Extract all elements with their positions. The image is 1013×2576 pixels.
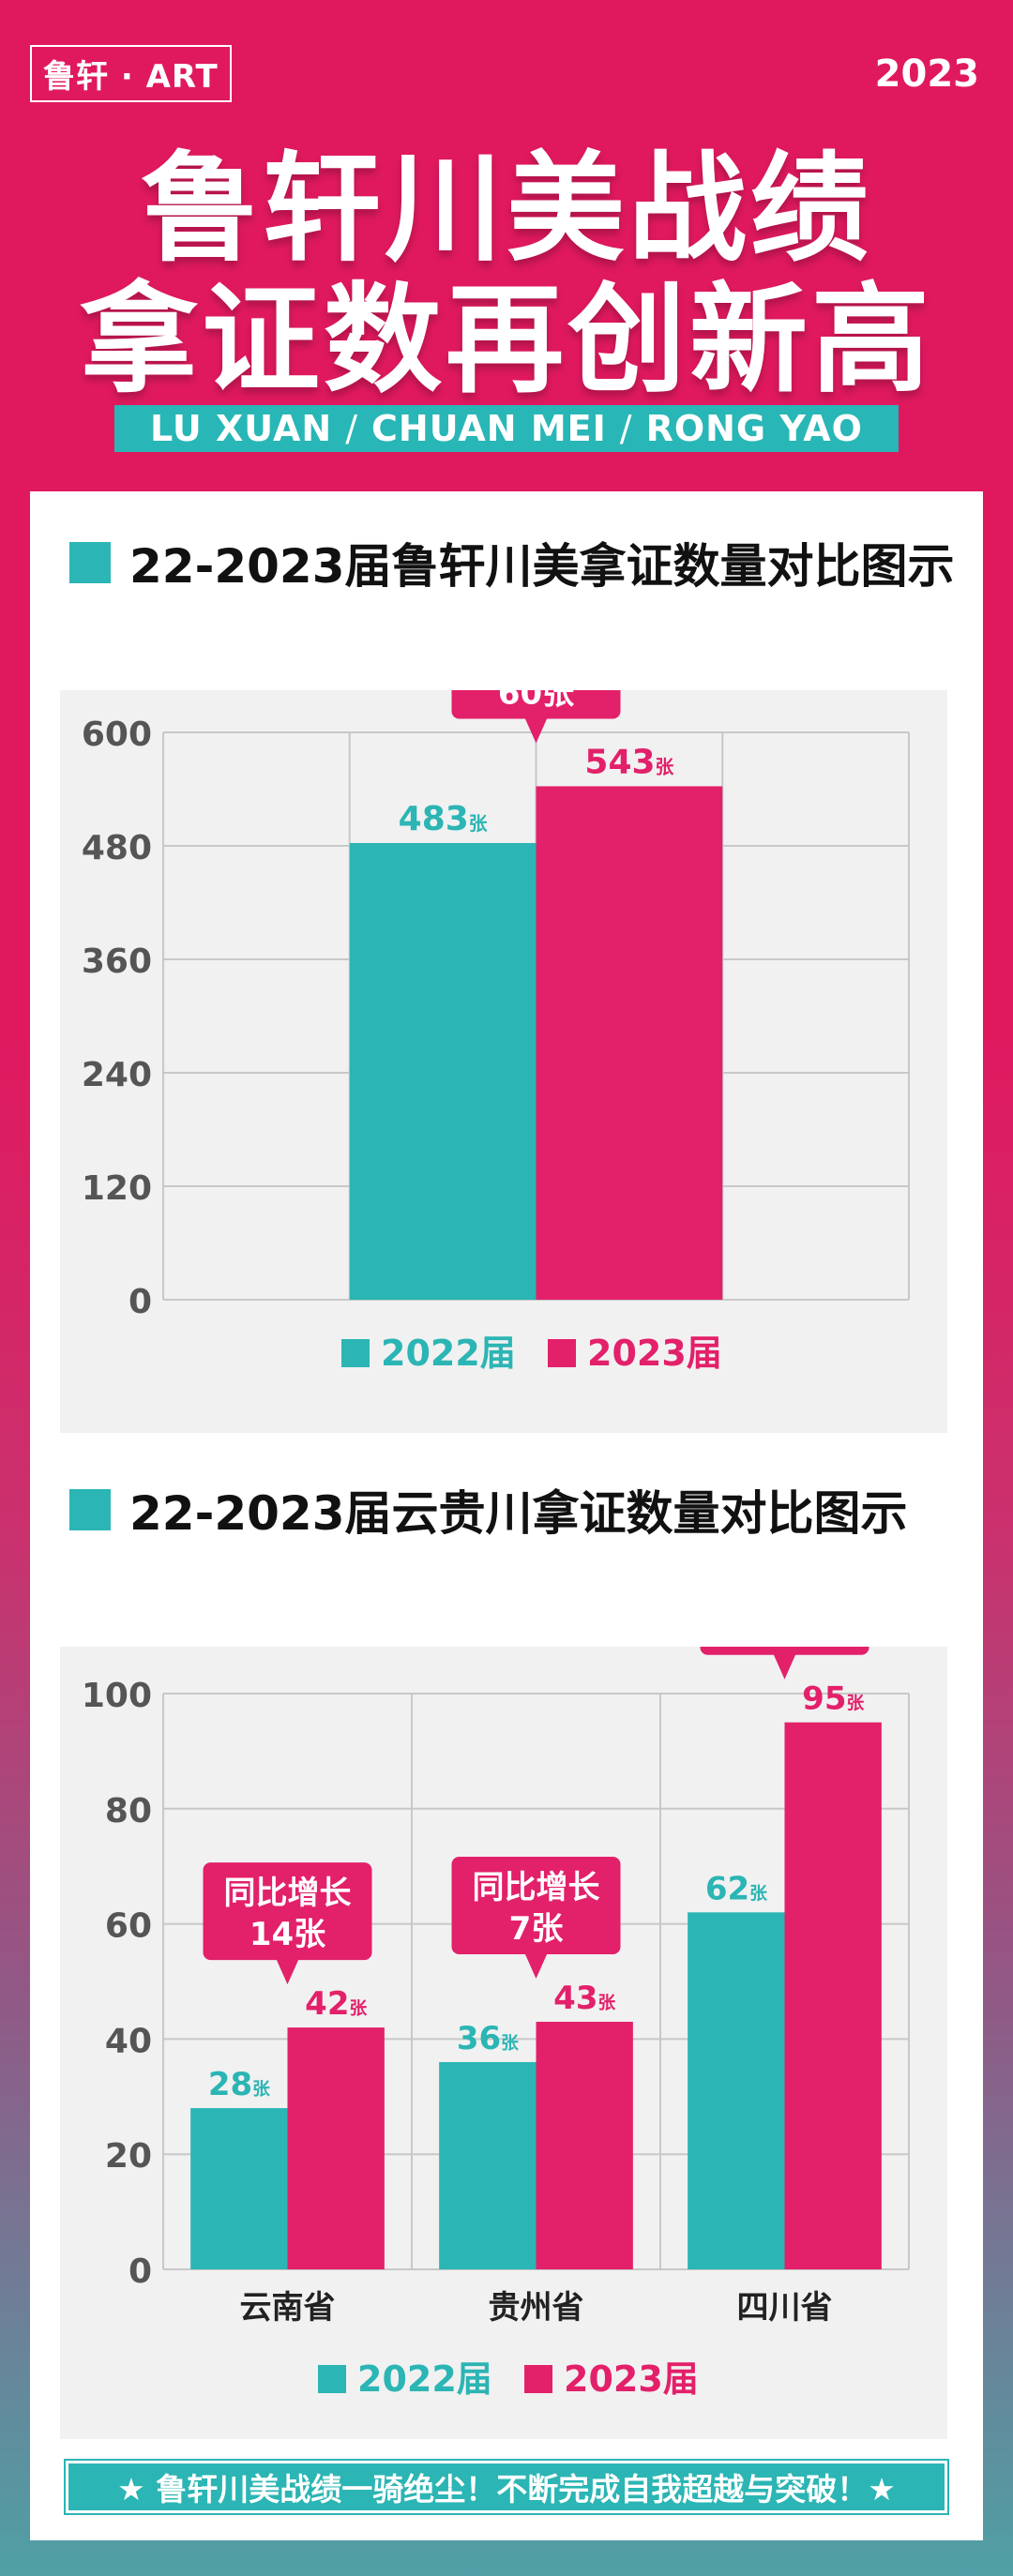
data-label: 543张 bbox=[584, 743, 673, 781]
y-tick-label: 100 bbox=[82, 1677, 152, 1715]
legend-swatch bbox=[341, 1339, 370, 1367]
growth-callout: 同比增长33张 bbox=[700, 1647, 869, 1680]
year-label: 2023 bbox=[874, 53, 979, 96]
bar-2022 bbox=[190, 2108, 288, 2269]
content-card: 22-2023届鲁轩川美拿证数量对比图示 0 120 240 360 480 600 483… bbox=[30, 491, 983, 2540]
callout-pointer bbox=[276, 1959, 299, 1985]
y-tick-label: 120 bbox=[82, 1169, 152, 1208]
callout-line-2: 7张 bbox=[509, 1910, 564, 1948]
callout-pointer bbox=[524, 717, 548, 744]
section-marker-icon bbox=[69, 542, 111, 583]
legend-swatch bbox=[318, 2365, 346, 2393]
bar-2023 bbox=[784, 1722, 882, 2269]
data-label: 42张 bbox=[305, 1985, 367, 2023]
growth-callout: 同比增长 14张 bbox=[203, 1862, 372, 1985]
y-tick-label: 40 bbox=[105, 2022, 152, 2060]
y-tick-label: 240 bbox=[82, 1056, 152, 1094]
callout-line-2: 60张 bbox=[498, 690, 574, 712]
legend-swatch bbox=[524, 2365, 552, 2393]
bar-2023 bbox=[287, 2027, 385, 2269]
y-tick-label: 360 bbox=[82, 942, 152, 981]
bar-2023 bbox=[536, 786, 723, 1300]
section-2-title-text: 22-2023届云贵川拿证数量对比图示 bbox=[129, 1486, 908, 1541]
chart-1-panel: 0 120 240 360 480 600 483张 543张同比增长60张 2022届 2023… bbox=[60, 690, 947, 1433]
callout-line-2: 14张 bbox=[249, 1916, 325, 1953]
x-tick-label: 贵州省 bbox=[489, 2289, 584, 2327]
section-1-title: 22-2023届鲁轩川美拿证数量对比图示 bbox=[69, 529, 955, 596]
footer-slogan: ★ 鲁轩川美战绩一骑绝尘！不断完成自我超越与突破！★ bbox=[64, 2459, 949, 2515]
x-tick-label: 四川省 bbox=[737, 2289, 833, 2327]
y-tick-label: 600 bbox=[82, 716, 152, 754]
bar-2022 bbox=[439, 2061, 537, 2269]
subtitle-part-2: CHUAN MEI bbox=[371, 408, 607, 449]
callout-pointer bbox=[773, 1653, 796, 1680]
subtitle-separator-2: / bbox=[619, 408, 633, 449]
chart-2-panel: 0 20 40 60 80 100 28张 42张云南省 36张 43张贵州省 62张 95张四川省 同… bbox=[60, 1647, 947, 2439]
chart-legend: 2022届 2023届 bbox=[341, 1333, 722, 1374]
data-label: 62张 bbox=[705, 1870, 767, 1907]
subtitle-part-1: LU XUAN bbox=[150, 408, 333, 449]
subtitle-separator-1: / bbox=[345, 408, 359, 449]
data-label: 36张 bbox=[457, 2020, 519, 2057]
y-tick-label: 0 bbox=[129, 1283, 152, 1321]
chart-legend: 2022届 2023届 bbox=[318, 2358, 699, 2400]
headline-line-1: 鲁轩川美战绩 bbox=[141, 140, 872, 278]
callout-line-1: 同比增长 bbox=[224, 1875, 352, 1912]
legend-label: 2022届 bbox=[381, 1333, 516, 1374]
y-tick-label: 20 bbox=[105, 2137, 152, 2176]
subtitle-part-3: RONG YAO bbox=[645, 408, 863, 449]
section-marker-icon bbox=[69, 1489, 111, 1530]
callout-pointer bbox=[524, 1952, 548, 1979]
legend-swatch bbox=[548, 1339, 576, 1367]
y-tick-label: 60 bbox=[105, 1907, 152, 1946]
callout-box bbox=[203, 1862, 372, 1961]
legend-label: 2023届 bbox=[587, 1333, 722, 1374]
callout-line-2: 33张 bbox=[747, 1647, 823, 1649]
data-label: 28张 bbox=[208, 2066, 270, 2103]
subtitle-banner: LU XUAN / CHUAN MEI / RONG YAO bbox=[114, 405, 899, 452]
data-label: 483张 bbox=[399, 800, 488, 838]
chart-1: 0 120 240 360 480 600 483张 543张同比增长60张 2022届 2023… bbox=[82, 690, 910, 1374]
bar-2023 bbox=[536, 2021, 633, 2269]
headline-line-2: 拿证数再创新高 bbox=[80, 271, 933, 409]
brand-logo: 鲁轩 · ART bbox=[30, 45, 232, 102]
callout-box bbox=[700, 1647, 869, 1655]
bar-2022 bbox=[349, 842, 537, 1300]
growth-callout: 同比增长 7张 bbox=[451, 1856, 621, 1979]
section-2-title: 22-2023届云贵川拿证数量对比图示 bbox=[69, 1476, 908, 1544]
callout-box bbox=[451, 690, 621, 719]
section-1-title-text: 22-2023届鲁轩川美拿证数量对比图示 bbox=[129, 539, 955, 594]
y-tick-label: 80 bbox=[105, 1792, 152, 1830]
callout-box bbox=[451, 1856, 621, 1954]
legend-label: 2022届 bbox=[357, 2358, 492, 2400]
data-label: 43张 bbox=[553, 1980, 615, 2017]
growth-callout: 同比增长60张 bbox=[451, 690, 621, 744]
legend-label: 2023届 bbox=[564, 2358, 699, 2400]
bar-2022 bbox=[688, 1912, 785, 2269]
y-tick-label: 0 bbox=[129, 2252, 152, 2291]
y-tick-label: 480 bbox=[82, 829, 152, 867]
callout-line-1: 同比增长 bbox=[473, 1869, 600, 1906]
data-label: 95张 bbox=[802, 1680, 864, 1718]
x-tick-label: 云南省 bbox=[240, 2289, 336, 2327]
